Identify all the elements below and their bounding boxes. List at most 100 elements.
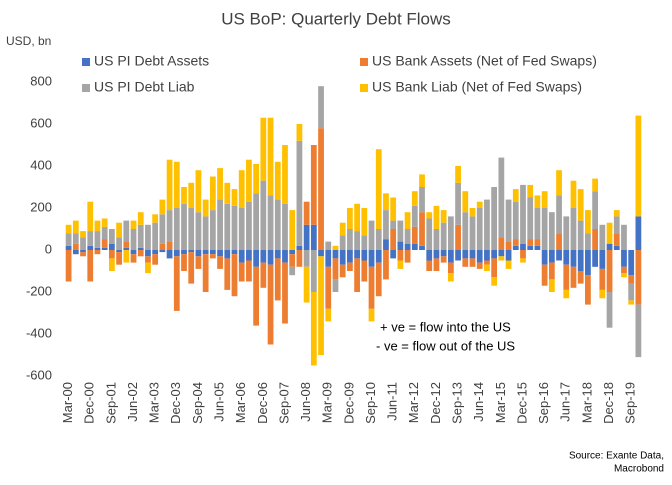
bar bbox=[303, 250, 310, 267]
bar bbox=[65, 250, 72, 282]
bar bbox=[231, 250, 238, 255]
bar bbox=[123, 220, 130, 242]
bar bbox=[397, 220, 404, 242]
bar bbox=[469, 208, 476, 217]
y-tick-label: 600 bbox=[30, 115, 52, 130]
bar bbox=[404, 229, 411, 244]
bar bbox=[505, 199, 512, 242]
bar bbox=[520, 184, 526, 244]
bar bbox=[433, 258, 440, 271]
bar bbox=[282, 203, 288, 250]
bar bbox=[354, 258, 360, 292]
x-tick-label: Mar-15 bbox=[493, 382, 508, 423]
x-tick-label: Jun-14 bbox=[471, 382, 486, 422]
bar bbox=[108, 229, 115, 244]
bar bbox=[556, 195, 562, 234]
bar bbox=[534, 208, 541, 240]
x-tick-label: Jun-02 bbox=[125, 382, 140, 422]
bar bbox=[159, 250, 166, 253]
bar bbox=[404, 212, 411, 229]
y-tick-label: 400 bbox=[30, 157, 52, 172]
x-tick-label: Sep-07 bbox=[276, 382, 291, 424]
bar bbox=[599, 289, 606, 299]
bar bbox=[498, 157, 505, 238]
bar bbox=[635, 304, 642, 358]
bar bbox=[347, 229, 353, 250]
bar bbox=[621, 250, 627, 267]
bar bbox=[354, 231, 360, 250]
bar bbox=[310, 250, 317, 292]
bar bbox=[166, 241, 173, 250]
bar bbox=[217, 199, 223, 250]
bar bbox=[80, 231, 86, 238]
x-tick-label: Dec-15 bbox=[514, 382, 529, 424]
source: Macrobond bbox=[614, 464, 664, 475]
source: Source: Exante Data, bbox=[569, 451, 664, 462]
x-tick-label: Dec-18 bbox=[601, 382, 616, 424]
bar bbox=[347, 208, 353, 229]
bar bbox=[397, 250, 404, 261]
bar bbox=[152, 222, 159, 250]
bar bbox=[520, 250, 526, 259]
bar bbox=[130, 250, 137, 255]
bar bbox=[195, 212, 202, 250]
bar bbox=[498, 250, 505, 257]
legend-label: US Bank Assets (Net of Fed Swaps) bbox=[372, 53, 597, 69]
bar bbox=[116, 237, 122, 250]
bar bbox=[188, 208, 195, 250]
bar bbox=[404, 243, 411, 250]
bar bbox=[621, 266, 627, 274]
bar bbox=[556, 250, 562, 261]
bar bbox=[527, 245, 534, 250]
x-tick-label: Sep-10 bbox=[363, 382, 378, 424]
bar bbox=[628, 275, 635, 284]
bar bbox=[527, 197, 534, 240]
x-tick-label: Jun-11 bbox=[385, 382, 400, 421]
bar bbox=[108, 243, 115, 250]
bar bbox=[361, 235, 368, 250]
bar bbox=[332, 279, 339, 292]
bar bbox=[505, 241, 512, 250]
bar bbox=[484, 250, 490, 261]
bar bbox=[383, 210, 389, 240]
bar bbox=[325, 266, 332, 309]
bar bbox=[209, 176, 216, 211]
bar bbox=[209, 210, 216, 250]
bar bbox=[166, 159, 173, 211]
bar bbox=[491, 187, 498, 250]
bar bbox=[390, 197, 397, 221]
bar bbox=[498, 237, 505, 250]
legend-swatch bbox=[82, 84, 90, 92]
bar bbox=[296, 250, 303, 267]
bar bbox=[101, 218, 108, 227]
bar bbox=[260, 250, 267, 263]
bar bbox=[231, 254, 238, 297]
bar bbox=[368, 220, 375, 250]
bar bbox=[332, 250, 339, 259]
bar bbox=[592, 178, 599, 192]
bar bbox=[613, 210, 620, 217]
bar bbox=[303, 266, 310, 303]
bar bbox=[253, 163, 260, 194]
bar bbox=[577, 189, 584, 221]
bar bbox=[296, 245, 303, 250]
bar bbox=[152, 254, 159, 265]
bar bbox=[274, 161, 281, 200]
bar bbox=[606, 292, 613, 328]
bar bbox=[635, 115, 642, 217]
y-axis-label: USD, bn bbox=[6, 34, 51, 48]
bar bbox=[419, 212, 425, 246]
bar bbox=[310, 224, 317, 250]
bar bbox=[195, 250, 202, 257]
x-tick-label: Sep-04 bbox=[190, 382, 205, 424]
bar bbox=[455, 224, 461, 250]
bar bbox=[260, 180, 267, 250]
x-tick-label: Dec-12 bbox=[428, 382, 443, 424]
bar bbox=[447, 273, 454, 282]
bar bbox=[310, 145, 317, 225]
bar bbox=[253, 250, 260, 267]
bar bbox=[260, 262, 267, 288]
bar bbox=[145, 250, 151, 257]
bar bbox=[181, 254, 187, 271]
bar bbox=[375, 262, 382, 297]
